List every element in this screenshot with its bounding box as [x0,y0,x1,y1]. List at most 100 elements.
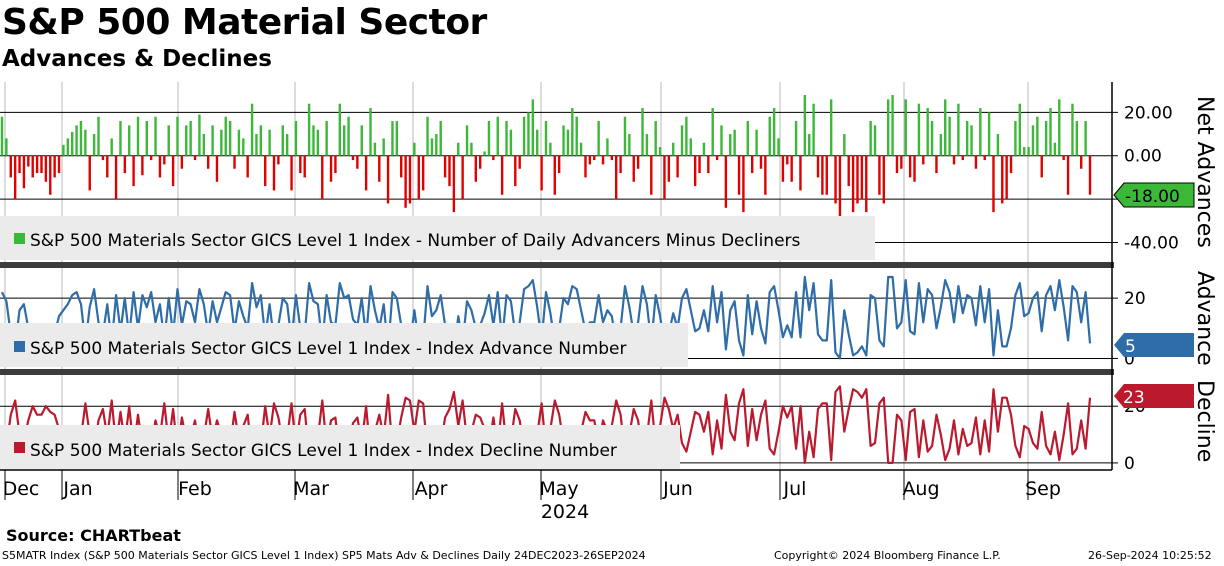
last-value-tag-decline: 23 [1114,384,1194,408]
net-advance-bar [878,155,881,195]
net-advance-bar [189,121,192,156]
net-advance-bar [650,155,653,195]
net-advance-bar [285,134,289,156]
net-advance-bar [268,129,271,156]
net-advance-bar [759,155,763,169]
footer-timestamp: 26-Sep-2024 10:25:52 [1088,549,1212,562]
net-advance-bar [961,155,964,161]
net-advance-bar [786,155,789,165]
net-advance-bar [492,155,495,161]
x-axis-labels: Dec Jan Feb Mar Apr May Jun Jul Aug Sep [3,478,1061,500]
net-advance-bar [557,155,561,174]
net-advance-bar [575,116,578,156]
net-advance-bar [821,155,824,195]
net-advance-bar [62,144,65,156]
y-tick-label: 20 [1124,289,1146,309]
net-advance-bar [865,155,868,213]
net-advance-bar [167,125,170,156]
net-advance-bar [974,155,978,169]
net-advance-bar [571,108,574,156]
net-advance-bar [882,155,886,204]
x-axis-month-label: Dec [3,478,40,500]
legend-advance-label: S&P 500 Materials Sector GICS Level 1 In… [30,339,627,359]
net-advance-bar [996,134,1000,156]
chart-title: S&P 500 Material Sector [2,2,487,43]
net-advance-bar [509,129,513,156]
advance-number-line [1,275,1092,360]
net-advance-bar [847,155,850,187]
net-advance-bar [777,138,780,156]
net-advance-bar [299,155,302,174]
net-advance-bar [522,116,526,156]
net-advance-bar [496,116,499,156]
net-advance-bar [40,155,43,174]
net-advance-bar [676,155,679,178]
net-advance-bar [382,138,385,156]
net-advance-bar [715,155,719,161]
net-advance-bar [720,125,723,156]
y-tick-label: 0.00 [1124,147,1162,167]
net-advance-bar [746,121,750,156]
net-advance-bar [478,155,482,169]
net-advance-bar [645,134,649,156]
y-tick-label: 0 [1124,349,1135,369]
x-axis-year: 2024 [541,501,589,523]
net-advance-bar [1075,121,1079,156]
net-advance-bar [930,121,934,156]
net-advance-bar [527,112,530,156]
net-advance-bar [316,129,320,156]
net-advance-bar [329,155,333,182]
net-advance-bar [838,155,842,217]
net-advance-bar [264,155,267,187]
net-advance-bar [5,138,8,156]
net-advance-bar [672,142,675,156]
net-advance-bar [1049,108,1052,156]
net-advance-bar [277,155,280,165]
net-advance-bar [729,134,732,156]
legend-decline: S&P 500 Materials Sector GICS Level 1 In… [0,425,680,469]
net-advance-bar [1088,155,1092,195]
net-advance-bar [35,155,39,174]
net-advance-bar [220,129,223,156]
net-advance-bar [970,125,973,156]
net-advance-bar [860,155,864,200]
net-advance-bar [101,155,105,161]
net-advance-bar [584,155,587,178]
net-advance-bar [895,155,899,174]
net-advance-bar [957,103,960,156]
net-advance-bar [110,138,113,156]
net-advance-bar [829,99,833,156]
net-advance-bar [680,125,684,156]
net-advance-bar [465,125,469,156]
net-advance-bar [698,155,701,174]
net-advance-bar [579,142,583,156]
legend-advance: S&P 500 Materials Sector GICS Level 1 In… [0,323,688,367]
net-advance-bar [79,121,83,156]
net-advance-bar [141,155,144,176]
net-advance-bar [922,155,925,165]
net-advance-bar [500,155,504,195]
net-advance-bar [926,108,929,156]
net-advance-bar [1053,142,1057,156]
net-advance-bar [658,147,662,156]
net-advance-bar [114,155,118,200]
legend-decline-label: S&P 500 Materials Sector GICS Level 1 In… [30,441,617,461]
net-advance-bar [628,134,631,156]
net-advance-bar [123,155,127,174]
net-advance-bar [378,155,381,182]
x-axis-month-label: Jun [662,478,693,500]
net-advance-bar [654,121,657,156]
net-advance-bar [461,155,464,200]
net-advance-bar [185,125,188,156]
net-advance-bar [27,155,30,167]
tag-decline-shape [1114,384,1194,408]
net-advance-bar [193,155,197,161]
net-advance-bar [693,155,697,187]
net-advance-bar [145,121,148,156]
panel-divider [0,369,1114,375]
net-advance-bar [944,99,947,156]
net-advance-bar [1084,121,1087,156]
net-advance-bar [886,99,890,156]
net-advance-bar [825,155,828,195]
